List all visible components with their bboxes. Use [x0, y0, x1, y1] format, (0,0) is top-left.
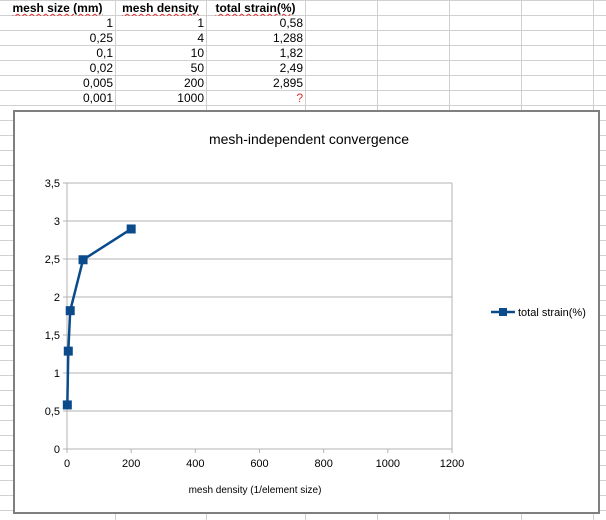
- y-tick-label: 3: [54, 216, 60, 228]
- header-mesh-size[interactable]: mesh size (mm): [0, 1, 115, 16]
- header-mesh-density[interactable]: mesh density: [115, 1, 206, 16]
- x-tick-label: 800: [314, 458, 332, 470]
- chart-title: mesh-independent convergence: [209, 131, 409, 147]
- y-tick-label: 2,5: [45, 254, 60, 266]
- cell-mesh-size[interactable]: 0,1: [96, 46, 113, 60]
- legend: total strain(%): [491, 307, 586, 319]
- data-point: [62, 400, 72, 410]
- data-point: [63, 346, 73, 356]
- cell-mesh-density[interactable]: 10: [190, 46, 204, 60]
- cell-mesh-density[interactable]: 50: [190, 61, 204, 75]
- x-tick-label: 0: [64, 458, 70, 470]
- legend-label: total strain(%): [518, 307, 586, 319]
- data-point: [78, 255, 88, 265]
- y-tick-label: 3,5: [45, 178, 60, 190]
- cell-mesh-size[interactable]: 0,005: [82, 76, 113, 90]
- cell-total-strain[interactable]: 2,49: [279, 61, 303, 75]
- chart: mesh-independent convergence mesh densit…: [45, 131, 586, 496]
- header-total-strain-text: total strain(%): [215, 1, 296, 15]
- cell-mesh-density[interactable]: 4: [197, 31, 204, 45]
- y-tick-label: 1,5: [45, 330, 60, 342]
- series-line: [66, 227, 132, 405]
- header-total-strain[interactable]: total strain(%): [206, 1, 305, 16]
- series-total-strain: [62, 224, 136, 410]
- x-tick-label: 400: [186, 458, 204, 470]
- data-point: [126, 224, 136, 234]
- x-axis-title: mesh density (1/element size): [189, 485, 322, 496]
- chart-object[interactable]: mesh-independent convergence mesh densit…: [13, 110, 600, 514]
- header-mesh-density-text: mesh density: [122, 1, 199, 15]
- cell-total-strain[interactable]: 0,58: [279, 16, 303, 30]
- y-tick-label: 0,5: [45, 406, 60, 418]
- y-tick-label: 0: [54, 444, 60, 456]
- cell-mesh-size[interactable]: 0,25: [89, 31, 113, 45]
- x-tick-label: 200: [122, 458, 140, 470]
- data-point: [65, 306, 75, 316]
- cell-mesh-density[interactable]: 1: [197, 16, 204, 30]
- cell-mesh-size[interactable]: 0,02: [89, 61, 113, 75]
- x-tick-label: 1200: [440, 458, 464, 470]
- y-tick-label: 2: [54, 292, 60, 304]
- x-tick-label: 600: [250, 458, 268, 470]
- cell-total-strain[interactable]: 1,82: [279, 46, 303, 60]
- cell-total-strain-unknown[interactable]: ?: [296, 91, 303, 105]
- cell-mesh-size[interactable]: 1: [106, 16, 113, 30]
- cell-total-strain[interactable]: 1,288: [272, 31, 303, 45]
- header-mesh-size-text: mesh size (mm): [12, 1, 103, 15]
- chart-axes: 0 0,5 1 1,5 2 2,5 3 3,5 0 200 400 600 800 1000 1200: [45, 178, 465, 470]
- cell-mesh-size[interactable]: 0,001: [82, 91, 113, 105]
- cell-total-strain[interactable]: 2,895: [272, 76, 303, 90]
- cell-mesh-density[interactable]: 200: [183, 76, 204, 90]
- cell-mesh-density[interactable]: 1000: [177, 91, 204, 105]
- legend-marker: [499, 308, 507, 316]
- y-tick-label: 1: [54, 368, 60, 380]
- x-tick-label: 1000: [376, 458, 400, 470]
- chart-gridlines: [67, 182, 452, 450]
